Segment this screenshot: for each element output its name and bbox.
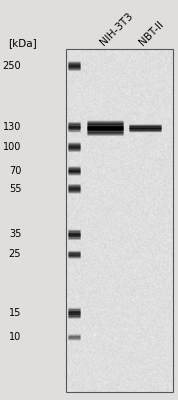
Text: 100: 100 bbox=[3, 142, 21, 152]
Text: 130: 130 bbox=[3, 122, 21, 132]
Text: 10: 10 bbox=[9, 332, 21, 342]
Text: 25: 25 bbox=[9, 250, 21, 260]
Text: NIH-3T3: NIH-3T3 bbox=[98, 10, 135, 47]
Text: 70: 70 bbox=[9, 166, 21, 176]
Text: 35: 35 bbox=[9, 230, 21, 240]
Text: 55: 55 bbox=[9, 184, 21, 194]
Text: 250: 250 bbox=[3, 61, 21, 71]
Text: NBT-II: NBT-II bbox=[137, 19, 165, 47]
Text: [kDa]: [kDa] bbox=[8, 38, 36, 48]
Text: 15: 15 bbox=[9, 308, 21, 318]
